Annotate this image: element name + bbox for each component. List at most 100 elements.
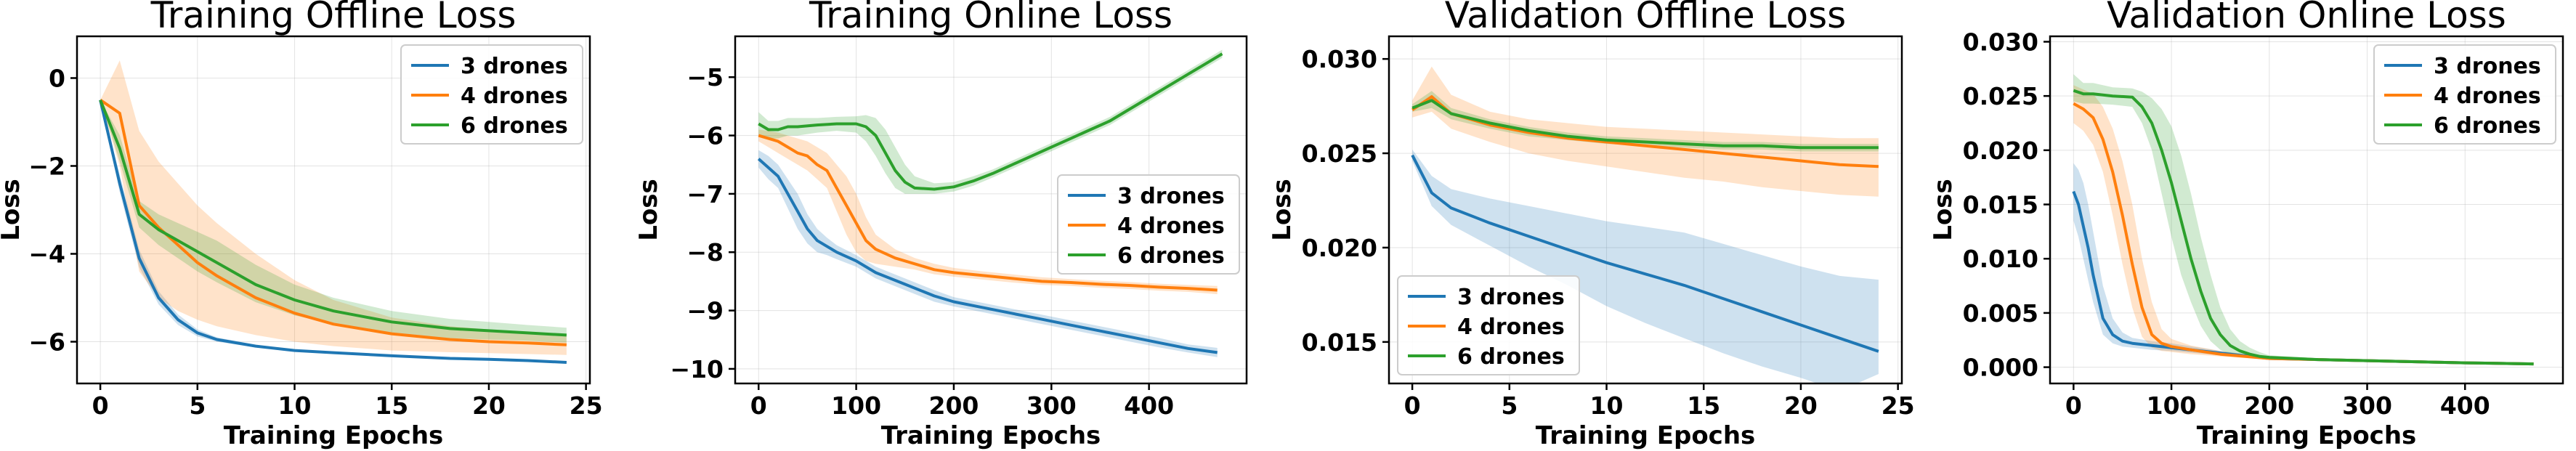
legend-label: 4 drones — [1457, 314, 1565, 340]
series-band-3 — [1412, 91, 1879, 152]
y-tick-label: −5 — [686, 63, 724, 92]
plot-area — [757, 49, 1223, 357]
x-axis-label: Training Epochs — [1536, 421, 1756, 450]
chart-title: Training Online Loss — [809, 0, 1172, 36]
series-line-3 — [758, 52, 1223, 191]
x-tick-label: 300 — [2342, 391, 2392, 420]
chart-title: Validation Offline Loss — [1445, 0, 1846, 36]
x-tick-label: 5 — [1501, 391, 1518, 420]
series-band-1 — [1412, 149, 1879, 383]
legend-box — [1397, 275, 1580, 375]
chart-title: Training Offline Loss — [150, 0, 517, 36]
chart-panel-1: Training Offline Loss 0 5 10 15 20 25 −6 −4 −2 0 Tr… — [0, 0, 603, 450]
legend-label: 6 drones — [1117, 243, 1225, 269]
x-tick-label: 200 — [2244, 391, 2294, 420]
legend-label: 4 drones — [461, 84, 568, 109]
y-tick-label: 0.025 — [1302, 139, 1377, 168]
x-tick-label: 25 — [570, 391, 603, 420]
y-tick-label: −6 — [28, 328, 65, 357]
series-band-2 — [758, 129, 1218, 295]
series-line-1 — [99, 99, 567, 364]
legend-label: 4 drones — [2434, 84, 2541, 109]
axes-frame — [734, 35, 1248, 385]
series-band-1 — [758, 150, 1218, 357]
series-band-3 — [758, 49, 1223, 194]
plot-area — [1411, 66, 1879, 383]
x-tick-label: 200 — [929, 391, 979, 420]
legend-label: 3 drones — [461, 54, 568, 79]
series-band-2 — [100, 60, 567, 355]
legend: 3 drones 4 drones 6 drones — [400, 44, 583, 145]
x-tick-label: 20 — [1784, 391, 1818, 420]
axes-frame — [76, 35, 591, 385]
legend-box — [400, 44, 583, 145]
y-tick-label: 0.030 — [1302, 45, 1377, 73]
y-tick-label: −6 — [686, 122, 724, 150]
y-tick-label: 0.020 — [1963, 137, 2038, 165]
legend: 3 drones 4 drones 6 drones — [1397, 275, 1580, 375]
legend-box — [1057, 174, 1240, 275]
series-line-3 — [99, 99, 567, 337]
x-tick-label: 15 — [375, 391, 408, 420]
x-tick-label: 0 — [750, 391, 767, 420]
series-line-2 — [99, 99, 567, 346]
chart-panel-4: Validation Online Loss 0 100 200 300 400 0.000… — [1929, 0, 2564, 450]
y-axis-label: Loss — [634, 179, 663, 241]
y-axis-label: Loss — [1268, 179, 1297, 241]
legend-label: 3 drones — [1117, 184, 1225, 209]
legend: 3 drones 4 drones 6 drones — [2373, 44, 2556, 145]
y-tick-label: 0 — [49, 64, 65, 92]
x-axis-label: Training Epochs — [2197, 421, 2417, 450]
series-band-1 — [2073, 163, 2534, 365]
x-tick-label: 0 — [1404, 391, 1421, 420]
y-tick-label: 0.015 — [1963, 191, 2038, 219]
y-tick-label: 0.020 — [1302, 234, 1377, 262]
y-axis-label: Loss — [1929, 179, 1958, 241]
legend-label: 6 drones — [1457, 344, 1565, 370]
series-line-1 — [757, 158, 1218, 354]
plot-area — [2072, 74, 2534, 366]
y-tick-label: 0.030 — [1963, 28, 2038, 56]
chart-panel-3: Validation Offline Loss 0 5 10 15 20 25 0.015 0.… — [1268, 0, 1915, 450]
x-tick-label: 5 — [189, 391, 206, 420]
legend-label: 4 drones — [1117, 214, 1225, 239]
legend-box — [2373, 44, 2556, 145]
chart-title: Validation Online Loss — [2107, 0, 2506, 36]
y-tick-label: −10 — [670, 355, 724, 383]
x-axis-label: Training Epochs — [881, 421, 1101, 450]
series-line-3 — [1411, 99, 1879, 150]
y-tick-label: −4 — [28, 240, 65, 269]
y-tick-label: −9 — [686, 297, 724, 325]
y-tick-label: −2 — [28, 152, 65, 180]
y-tick-label: −8 — [686, 238, 724, 267]
axes-frame — [1388, 35, 1903, 385]
y-tick-label: 0.015 — [1302, 328, 1377, 357]
x-tick-label: 10 — [278, 391, 312, 420]
legend-label: 3 drones — [1457, 285, 1565, 310]
x-tick-label: 100 — [2147, 391, 2197, 420]
series-line-2 — [758, 134, 1218, 292]
x-tick-label: 20 — [472, 391, 506, 420]
legend-label: 6 drones — [2434, 113, 2541, 139]
plot-area — [99, 60, 567, 364]
x-tick-label: 400 — [1124, 391, 1174, 420]
series-band-3 — [2073, 74, 2534, 365]
y-tick-label: −7 — [686, 180, 724, 208]
x-tick-label: 10 — [1590, 391, 1624, 420]
series-line-1 — [1411, 154, 1879, 353]
axes-frame — [2049, 35, 2564, 385]
x-tick-label: 0 — [92, 391, 109, 420]
series-band-2 — [1412, 66, 1879, 197]
y-axis-label: Loss — [0, 179, 25, 241]
x-tick-label: 25 — [1882, 391, 1915, 420]
y-tick-label: 0.025 — [1963, 82, 2038, 110]
x-tick-label: 300 — [1026, 391, 1077, 420]
chart-panel-2: Training Online Loss 0 100 200 300 400 −10 −9 −8… — [634, 0, 1248, 450]
series-band-3 — [100, 99, 567, 343]
x-tick-label: 100 — [831, 391, 881, 420]
x-tick-label: 15 — [1687, 391, 1720, 420]
y-tick-label: 0.010 — [1963, 245, 2038, 273]
x-axis-label: Training Epochs — [224, 421, 444, 450]
series-line-3 — [2073, 89, 2534, 366]
